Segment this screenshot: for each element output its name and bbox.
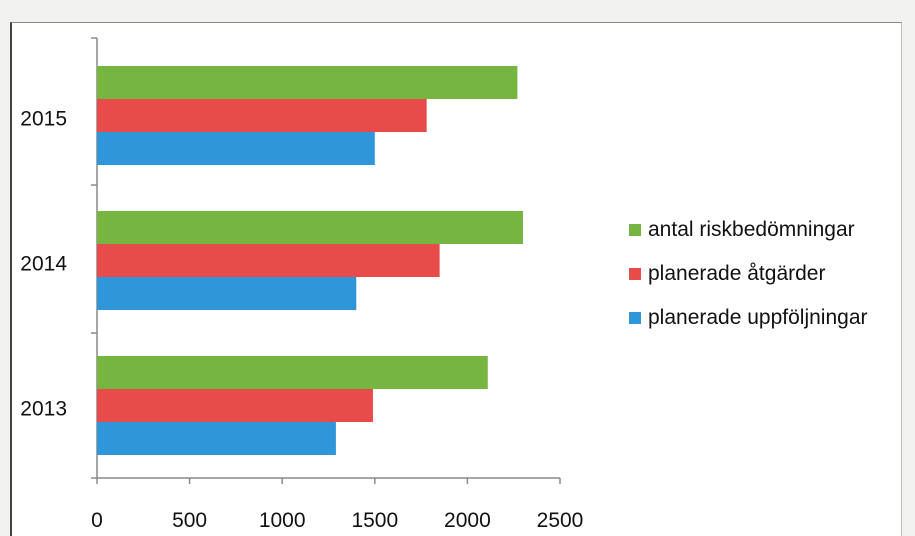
chart-legend: antal riskbedömningar planerade åtgärder p… [629, 218, 868, 329]
category-label-2013: 2013 [20, 398, 67, 421]
x-axis-ticks: 0 500 1000 1500 2000 2500 [91, 478, 583, 532]
legend-swatch [629, 224, 641, 236]
x-tick-label: 1000 [259, 509, 306, 532]
bar-2014-atgarder [97, 244, 440, 277]
category-label-2014: 2014 [20, 253, 67, 276]
legend-entry: planerade åtgärder [648, 262, 825, 285]
x-tick-label: 500 [172, 509, 207, 532]
x-tick-label: 0 [91, 509, 103, 532]
legend-entry: planerade uppföljningar [648, 306, 868, 329]
legend-swatch [629, 312, 641, 324]
x-tick-label: 2000 [444, 509, 491, 532]
bar-2014-uppfoljningar [97, 277, 357, 310]
bar-2015-riskbedomningar [97, 66, 518, 99]
legend-entry: antal riskbedömningar [648, 218, 855, 241]
y-axis-categories: 2013 2014 2015 [20, 108, 67, 421]
bar-2013-atgarder [97, 389, 373, 422]
legend-swatch [629, 268, 641, 280]
x-tick-label: 1500 [351, 509, 398, 532]
x-tick-label: 2500 [537, 509, 584, 532]
category-label-2015: 2015 [20, 108, 67, 131]
bar-2015-atgarder [97, 99, 427, 132]
chart-bars [97, 66, 523, 455]
bar-2013-uppfoljningar [97, 422, 336, 455]
bar-2014-riskbedomningar [97, 211, 523, 244]
bar-2013-riskbedomningar [97, 356, 488, 389]
bar-2015-uppfoljningar [97, 132, 375, 165]
